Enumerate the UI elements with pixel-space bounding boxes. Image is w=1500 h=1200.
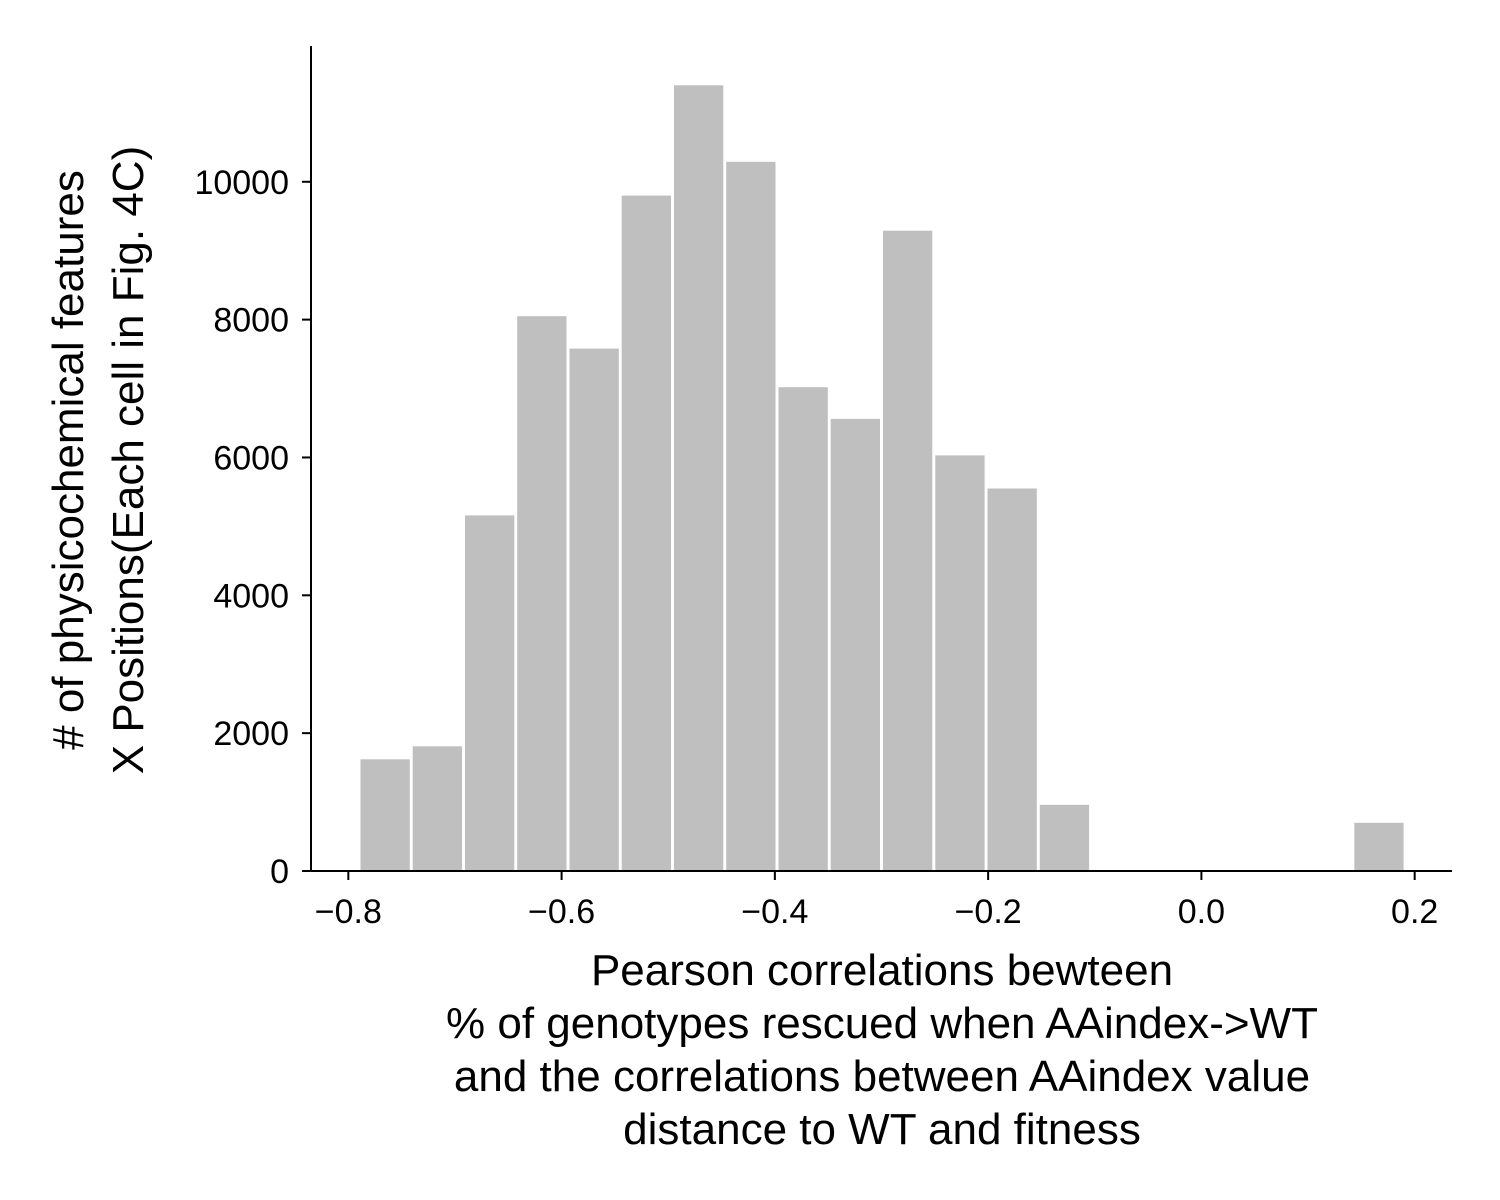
y-axis-label-line: X Positions(Each cell in Fig. 4C) — [104, 146, 153, 774]
histogram-bar — [674, 85, 724, 872]
histogram-bar — [883, 230, 933, 871]
x-tick-label: −0.2 — [955, 893, 1022, 931]
x-axis-label-line: Pearson correlations bewteen — [591, 946, 1173, 995]
x-axis-ticks: −0.8 −0.6 −0.4 −0.2 0.0 0.2 — [315, 871, 1438, 931]
x-axis-label-line: and the correlations between AAindex val… — [454, 1052, 1310, 1101]
histogram-bar — [1354, 822, 1404, 871]
histogram-bar — [830, 418, 880, 871]
y-tick-label: 2000 — [213, 715, 289, 753]
histogram-bar — [935, 455, 985, 871]
y-tick-label: 6000 — [213, 439, 289, 477]
y-tick-label: 8000 — [213, 302, 289, 340]
y-axis-label: # of physicochemical features X Positions… — [44, 146, 153, 774]
histogram-bar — [621, 195, 671, 872]
y-axis-label-line: # of physicochemical features — [44, 170, 93, 750]
histogram-bar — [360, 759, 410, 871]
x-tick-label: −0.8 — [315, 893, 382, 931]
x-axis-label: Pearson correlations bewteen% of genotyp… — [446, 946, 1318, 1154]
histogram-bar — [465, 515, 515, 871]
histogram-bar — [569, 348, 619, 872]
x-tick-label: −0.6 — [528, 893, 595, 931]
y-tick-label: 4000 — [213, 577, 289, 615]
histogram-bar — [517, 316, 567, 871]
x-tick-label: 0.0 — [1178, 893, 1225, 931]
y-axis-ticks: 0 2000 4000 6000 8000 10000 — [194, 164, 311, 891]
x-tick-label: −0.4 — [741, 893, 808, 931]
histogram-bar — [987, 488, 1037, 871]
histogram-bar — [412, 746, 462, 871]
histogram-bars — [360, 85, 1404, 872]
histogram-bar — [1039, 804, 1090, 871]
y-tick-label: 0 — [270, 853, 289, 891]
x-axis-label-line: % of genotypes rescued when AAindex->WT — [446, 999, 1318, 1048]
x-tick-label: 0.2 — [1391, 893, 1438, 931]
x-axis-label-line: distance to WT and fitness — [623, 1105, 1141, 1154]
histogram-bar — [778, 387, 828, 871]
y-tick-label: 10000 — [194, 164, 289, 202]
histogram-bar — [726, 161, 776, 872]
